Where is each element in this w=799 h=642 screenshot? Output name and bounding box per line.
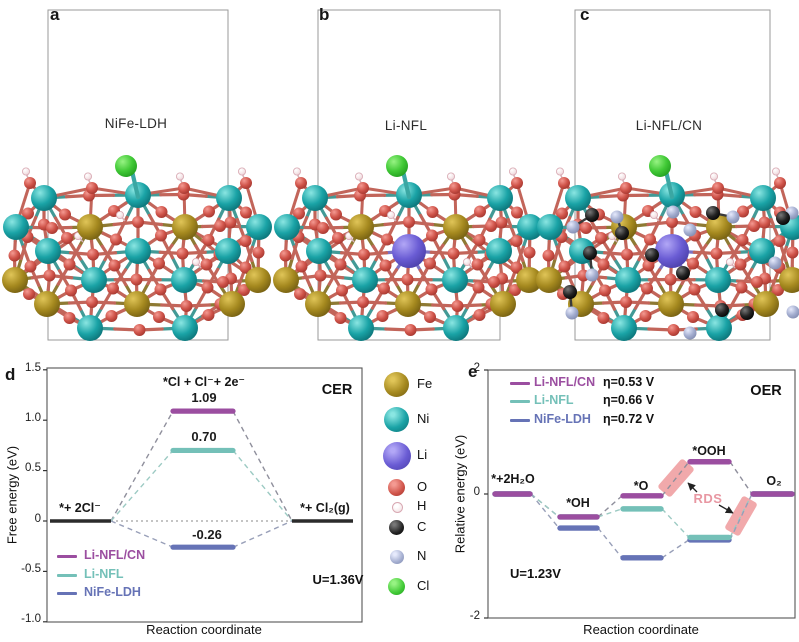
cer-ytick: -0.5 <box>21 563 41 575</box>
ni-atom-label: Ni <box>417 411 430 426</box>
oer-legend-li-nfl-cn: Li-NFL/CN <box>534 375 596 389</box>
structure-lattice <box>273 155 543 341</box>
rds-arrow <box>718 504 734 514</box>
panel-c-box <box>574 9 771 341</box>
structure-lattice <box>2 155 272 341</box>
oer-state-oh: *OH <box>566 496 590 510</box>
panel-b-box <box>317 9 501 341</box>
fe-atom-label: Fe <box>417 376 433 391</box>
cl-atom-icon <box>388 578 405 595</box>
cer-value-nife-ldh: -0.26 <box>192 527 222 542</box>
li-atom-label: Li <box>417 447 428 462</box>
cer-legend-dash-li-nfl <box>57 574 77 577</box>
panel-d-letter: d <box>5 365 16 384</box>
oer-overpotential-li-nfl-cn: η=0.53 V <box>603 375 655 389</box>
cer-value-li-nfl-cn: 1.09 <box>191 390 217 405</box>
cer-ytick: -1.0 <box>21 613 41 625</box>
oer-ytick: 0 <box>473 486 480 498</box>
panel-e-letter: e <box>468 362 478 381</box>
oer-state-2h2o: *+2H₂O <box>491 472 535 486</box>
oer-x-axis-label: Reaction coordinate <box>583 622 699 637</box>
cer-legend-nife-ldh: NiFe-LDH <box>84 585 141 599</box>
panel-a-box <box>47 9 229 341</box>
c-atom-icon <box>389 520 404 535</box>
rds-highlight-box <box>725 496 757 536</box>
panel-b-letter: b <box>319 5 330 24</box>
cer-legend-li-nfl: Li-NFL <box>84 567 124 581</box>
n-atom-icon <box>390 550 404 564</box>
cer-intermediate-state-label: *Cl + Cl⁻+ 2e⁻ <box>163 375 245 389</box>
oer-legend-dash-nife-ldh <box>510 419 530 422</box>
cer-ytick: 0 <box>34 513 41 525</box>
cer-ytick: 1.5 <box>25 362 41 374</box>
cer-potential-label: U=1.36V <box>312 572 364 587</box>
cer-initial-state-label: *+ 2Cl⁻ <box>59 501 101 515</box>
structure-lattice <box>536 155 799 341</box>
cer-y-axis-label: Free energy (eV) <box>4 445 20 545</box>
cer-ytick: 0.5 <box>25 462 41 474</box>
structure-label-nife-ldh: NiFe-LDH <box>104 116 168 131</box>
rds-arrow <box>687 482 698 493</box>
cer-legend-li-nfl-cn: Li-NFL/CN <box>84 548 146 562</box>
oer-ytick: 2 <box>473 362 480 374</box>
cer-title: CER <box>321 382 353 398</box>
ni-atom-icon <box>384 407 409 432</box>
structure-label-li-nfl: Li-NFL <box>384 118 428 133</box>
structure-label-li-nfl-cn: Li-NFL/CN <box>635 118 703 133</box>
o-atom-icon <box>388 479 405 496</box>
cer-plot-frame <box>46 367 363 623</box>
rds-annotation: RDS <box>693 491 723 506</box>
cer-legend-dash-nife-ldh <box>57 592 77 595</box>
cer-value-li-nfl: 0.70 <box>191 429 217 444</box>
cer-x-axis-label: Reaction coordinate <box>146 622 262 637</box>
n-atom-label: N <box>417 548 427 563</box>
oer-overpotential-li-nfl: η=0.66 V <box>603 393 655 407</box>
fe-atom-icon <box>384 372 409 397</box>
oer-state-o: *O <box>633 479 649 493</box>
oer-ytick: -2 <box>469 610 480 622</box>
panel-a-letter: a <box>50 5 60 24</box>
oer-state-o2: O₂ <box>766 474 782 488</box>
oer-legend-dash-li-nfl <box>510 400 530 403</box>
oer-state-ooh: *OOH <box>692 444 726 458</box>
oer-legend-li-nfl: Li-NFL <box>534 393 574 407</box>
oer-potential-label: U=1.23V <box>510 566 561 581</box>
cer-final-state-label: *+ Cl₂(g) <box>300 501 350 515</box>
cer-ytick: 1.0 <box>25 412 41 424</box>
cl-atom-label: Cl <box>417 578 430 593</box>
oer-overpotential-nife-ldh: η=0.72 V <box>603 412 655 426</box>
c-atom-label: C <box>417 519 427 534</box>
oer-legend-nife-ldh: NiFe-LDH <box>534 412 591 426</box>
li-atom-icon <box>383 442 411 470</box>
cer-legend-dash-li-nfl-cn <box>57 555 77 558</box>
oer-title: OER <box>750 383 782 399</box>
panel-c-letter: c <box>580 5 590 24</box>
h-atom-label: H <box>417 498 427 513</box>
h-atom-icon <box>392 502 403 513</box>
oer-legend-dash-li-nfl-cn <box>510 382 530 385</box>
o-atom-label: O <box>417 479 428 494</box>
